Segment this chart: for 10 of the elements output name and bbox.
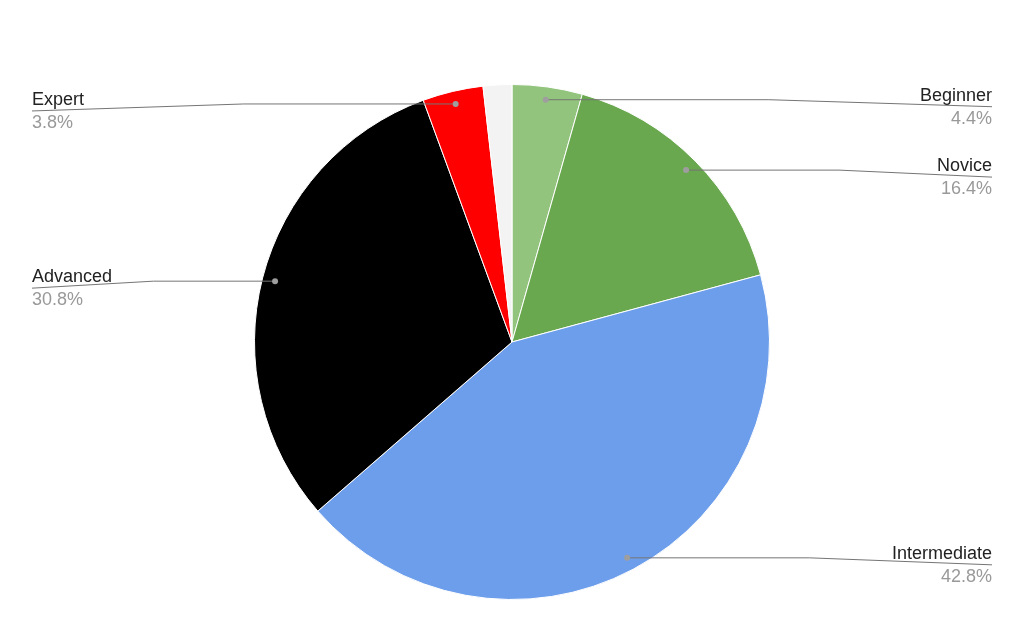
slice-label: Intermediate: [891, 542, 992, 563]
data-label: 30.8%: [32, 289, 84, 310]
data-label: 42.8%: [940, 565, 992, 586]
slice-label: Beginner: [919, 84, 992, 105]
slice-label: Novice: [936, 155, 992, 176]
slice-label: Expert: [32, 88, 85, 109]
slice-label: Advanced: [32, 266, 113, 287]
data-label: 16.4%: [940, 178, 992, 199]
data-label: 3.8%: [32, 111, 74, 132]
data-label: 4.4%: [950, 107, 992, 128]
